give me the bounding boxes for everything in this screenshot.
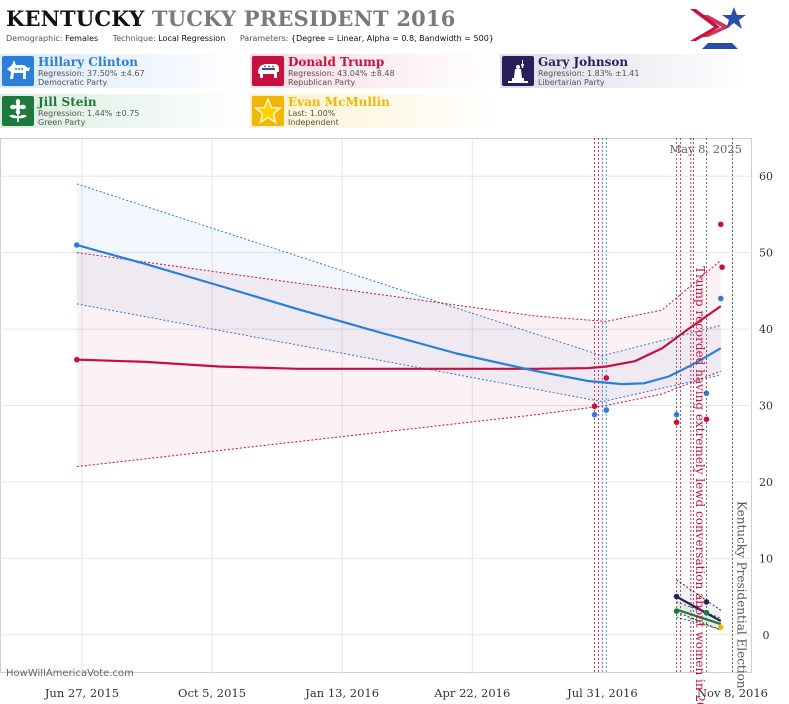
regression-line (76, 305, 722, 370)
poll-point (673, 411, 680, 418)
x-tick-label: Nov 8, 2016 (697, 686, 768, 700)
poll-point (717, 295, 724, 302)
x-tick-label: Jul 31, 2016 (566, 686, 638, 700)
poll-point (673, 419, 680, 426)
x-tick-label: Oct 5, 2015 (178, 686, 246, 700)
technique-label: Technique: (112, 34, 156, 43)
poll-point (603, 407, 610, 413)
donkey-icon (2, 56, 34, 86)
poll-point (717, 221, 724, 228)
poll-point (717, 624, 724, 630)
confidence-upper-line (76, 252, 722, 322)
star-icon (252, 96, 284, 126)
legend-party: Libertarian Party (538, 78, 605, 87)
poll-point (673, 608, 680, 614)
parameters-label: Parameters: (239, 34, 289, 43)
y-tick-label: 60 (759, 170, 773, 183)
poll-point (73, 356, 80, 363)
poll-point (673, 593, 680, 600)
legend-item-gary-johnson[interactable]: Gary Johnson Regression: 1.83% ±1.41 Lib… (500, 54, 748, 88)
legend-stat: Regression: 37.50% ±4.67 (38, 69, 145, 78)
poll-point (73, 242, 80, 248)
annotation-election: Kentucky Presidential Election (734, 501, 748, 689)
y-tick-label: 0 (763, 629, 770, 642)
poll-point (703, 390, 710, 397)
confidence-band (676, 601, 721, 630)
confidence-band (76, 252, 721, 467)
demographic-value: Females (65, 34, 99, 43)
title-rest: TUCKY PRESIDENT 2016 (151, 6, 456, 31)
legend-stat: Regression: 43.04% ±8.48 (288, 69, 395, 78)
legend-party: Democratic Party (38, 78, 108, 87)
poll-point (603, 375, 610, 381)
page-title: KENTUCKY TUCKY PRESIDENT 2016 (6, 6, 456, 31)
poll-point (703, 599, 710, 605)
legend-item-donald-trump[interactable]: Donald Trump Regression: 43.04% ±8.48 Re… (250, 54, 498, 88)
legend-stat: Regression: 1.44% ±0.75 (38, 109, 140, 118)
legend-party: Green Party (38, 118, 86, 127)
x-tick-label: Apr 22, 2016 (433, 686, 510, 700)
legend-name: Jill Stein (38, 95, 97, 109)
legend-name: Hillary Clinton (38, 55, 138, 69)
confidence-band (676, 579, 721, 631)
legend-item-hillary-clinton[interactable]: Hillary Clinton Regression: 37.50% ±4.67… (0, 54, 248, 88)
parameters-line: Demographic: Females Technique: Local Re… (6, 34, 506, 43)
flower-icon (2, 96, 34, 126)
legend-stat: Regression: 1.83% ±1.41 (538, 69, 640, 78)
annotation-lewd-tape: Trump recorded having extremely lewd con… (693, 266, 707, 704)
poll-chart: 0 10 20 30 40 50 60 Jun 27, 2015 Oct 5, 2015 Jan … (0, 138, 773, 704)
poll-point (703, 416, 710, 423)
legend-stat: Last: 1.00% (288, 109, 336, 118)
site-watermark[interactable]: HowWillAmericaVote.com (6, 668, 134, 679)
y-tick-label: 20 (759, 476, 773, 489)
confidence-upper-line (76, 183, 721, 357)
elephant-icon (252, 56, 284, 86)
legend-name: Evan McMullin (288, 95, 390, 109)
poll-point (719, 264, 725, 270)
y-tick-label: 50 (759, 247, 773, 260)
confidence-lower-line (76, 370, 721, 468)
regression-line (675, 595, 722, 622)
demographic-label: Demographic: (6, 34, 63, 43)
regression-line (676, 608, 722, 626)
legend-name: Gary Johnson (538, 55, 629, 69)
date-stamp: May 8, 2025 (669, 142, 742, 156)
legend-party: Republican Party (288, 78, 356, 87)
y-tick-label: 40 (759, 323, 773, 336)
legend-item-evan-mcmullin[interactable]: Evan McMullin Last: 1.00% Independent (250, 94, 498, 128)
site-logo[interactable] (686, 3, 748, 49)
poll-point (591, 403, 598, 410)
x-tick-label: Jun 27, 2015 (44, 686, 119, 700)
legend-name: Donald Trump (288, 55, 385, 69)
confidence-band (76, 183, 721, 402)
header: KENTUCKY TUCKY PRESIDENT 2016 Demographi… (0, 0, 789, 52)
technique-value: Local Regression (158, 34, 226, 43)
y-tick-label: 10 (759, 552, 773, 565)
regression-line (76, 243, 722, 386)
confidence-upper-line (676, 579, 722, 611)
poll-point (591, 411, 598, 418)
legend-party: Independent (288, 118, 339, 127)
legend-item-jill-stein[interactable]: Jill Stein Regression: 1.44% ±0.75 Green… (0, 94, 248, 128)
x-tick-label: Jan 13, 2016 (304, 686, 379, 700)
title-state: KENTUCKY (6, 6, 145, 31)
y-tick-label: 30 (759, 400, 773, 413)
statue-of-liberty-icon (502, 56, 534, 86)
poll-point (703, 609, 710, 616)
parameters-value: {Degree = Linear, Alpha = 0.8, Bandwidth… (290, 34, 494, 43)
